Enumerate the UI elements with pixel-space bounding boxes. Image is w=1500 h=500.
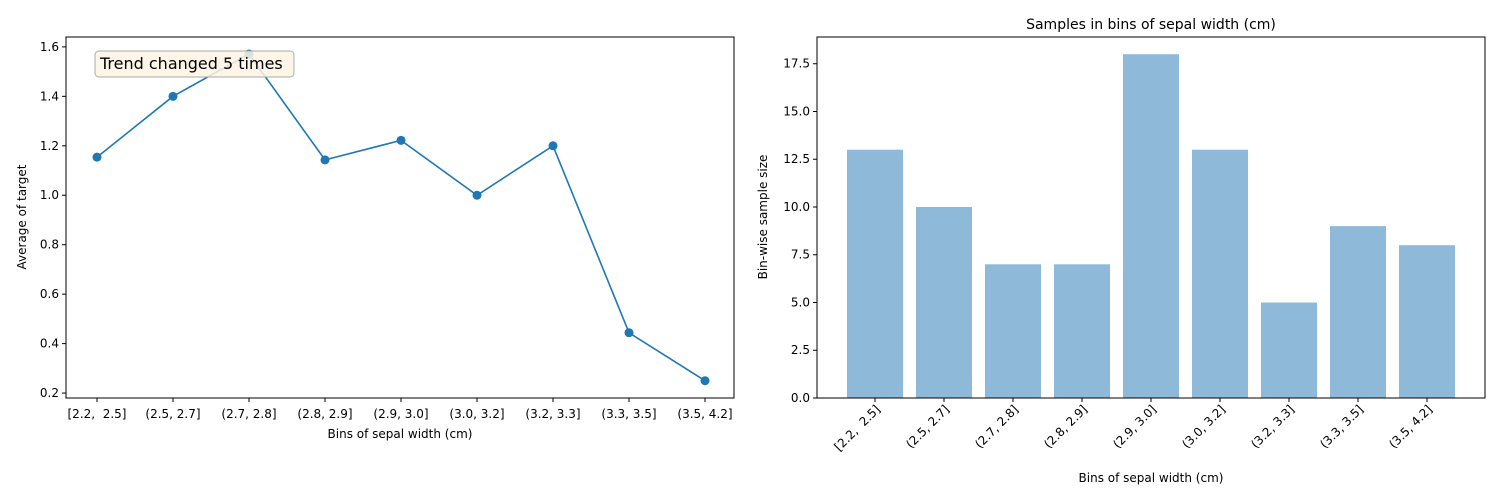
bar — [1399, 245, 1455, 398]
data-point — [396, 135, 406, 145]
right-y-axis: 0.0 2.5 5.0 7.5 10.0 12.5 15.0 17.5 — [783, 57, 817, 405]
x-tick-label: (3.0, 3.2] — [449, 407, 504, 421]
data-point — [548, 141, 558, 151]
y-tick-label: 1.4 — [40, 89, 59, 103]
bars — [847, 54, 1455, 398]
series-line — [96, 53, 706, 382]
y-tick-label: 2.5 — [791, 343, 810, 357]
x-tick-label: (2.8, 2.9] — [1041, 402, 1090, 451]
x-tick-label: (3.2, 3.3] — [1248, 402, 1297, 451]
right-chart-title: Samples in bins of sepal width (cm) — [1026, 17, 1276, 33]
bar — [1054, 264, 1110, 398]
y-tick-label: 0.8 — [40, 238, 59, 252]
left-x-axis-label: Bins of sepal width (cm) — [328, 427, 473, 441]
bar — [1261, 302, 1317, 398]
x-tick-label: [2.2, 2.5] — [68, 407, 127, 421]
y-tick-label: 0.6 — [40, 287, 59, 301]
bar — [1330, 226, 1386, 398]
y-tick-label: 1.2 — [40, 139, 59, 153]
y-tick-label: 12.5 — [783, 152, 810, 166]
x-tick-label: (3.5, 4.2] — [1386, 402, 1435, 451]
left-y-axis-label: Average of target — [15, 164, 29, 269]
x-tick-label: (2.7, 2.8] — [972, 402, 1021, 451]
y-tick-label: 17.5 — [783, 57, 810, 71]
x-tick-label: (3.0, 3.2] — [1179, 402, 1228, 451]
annotation-box — [94, 50, 295, 78]
annotation-text: Trend changed 5 times — [99, 54, 283, 73]
left-line-chart: 0.2 0.4 0.6 0.8 1.0 1.2 1.4 1.6 [2.2, 2.5] (2.5,… — [15, 36, 735, 441]
data-point — [168, 91, 178, 101]
data-point — [320, 155, 330, 165]
trend-annotation: Trend changed 5 times — [94, 50, 295, 78]
y-tick-label: 1.0 — [40, 188, 59, 202]
x-tick-label: (2.8, 2.9] — [297, 407, 352, 421]
bar — [916, 206, 972, 398]
bar — [985, 264, 1041, 398]
data-point — [472, 190, 482, 200]
y-tick-label: 5.0 — [791, 295, 810, 309]
left-y-axis: 0.2 0.4 0.6 0.8 1.0 1.2 1.4 1.6 — [40, 40, 66, 400]
bar — [1192, 149, 1248, 398]
y-tick-label: 0.4 — [40, 337, 59, 351]
x-tick-label: (3.3, 3.5] — [1317, 402, 1366, 451]
x-tick-label: [2.2, 2.5] — [832, 402, 884, 454]
y-tick-label: 0.0 — [791, 391, 810, 405]
y-tick-label: 0.2 — [40, 386, 59, 400]
y-tick-label: 10.0 — [783, 200, 810, 214]
left-plot-frame — [65, 36, 735, 399]
data-point — [92, 152, 102, 162]
series-markers — [92, 49, 710, 386]
x-tick-label: (3.3, 3.5] — [601, 407, 656, 421]
y-tick-label: 1.6 — [40, 40, 59, 54]
y-tick-label: 15.0 — [783, 104, 810, 118]
x-tick-label: (2.9, 3.0] — [373, 407, 428, 421]
x-tick-label: (3.5, 4.2] — [677, 407, 732, 421]
bar — [847, 149, 903, 398]
left-x-axis: [2.2, 2.5] (2.5, 2.7] (2.7, 2.8] (2.8, 2.9]… — [68, 398, 733, 421]
bar — [1123, 54, 1179, 398]
data-point — [624, 328, 634, 338]
x-tick-label: (3.2, 3.3] — [525, 407, 580, 421]
x-tick-label: (2.7, 2.8] — [221, 407, 276, 421]
x-tick-label: (2.9, 3.0] — [1110, 402, 1159, 451]
x-tick-label: (2.5, 2.7] — [903, 402, 952, 451]
right-x-axis: [2.2, 2.5] (2.5, 2.7] (2.7, 2.8] (2.8, 2.9]… — [832, 398, 1435, 454]
right-y-axis-label: Bin-wise sample size — [756, 155, 770, 280]
data-point — [700, 376, 710, 386]
right-bar-chart: Samples in bins of sepal width (cm) 0.0 2… — [756, 17, 1486, 485]
right-x-axis-label: Bins of sepal width (cm) — [1079, 471, 1224, 485]
y-tick-label: 7.5 — [791, 248, 810, 262]
x-tick-label: (2.5, 2.7] — [145, 407, 200, 421]
